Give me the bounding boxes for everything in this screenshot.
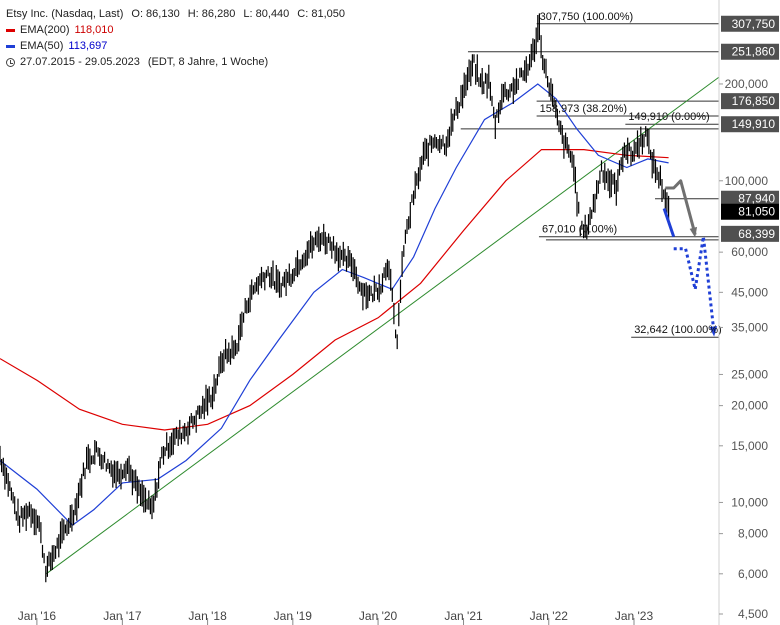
y-tick-label: 100,000 [725, 174, 769, 188]
y-tick-label: 35,000 [731, 320, 768, 334]
price-bars [0, 13, 670, 583]
ema200-line [0, 149, 669, 431]
y-tick-label: 15,000 [731, 439, 768, 453]
price-label-text: 176,850 [732, 94, 776, 108]
close-value: C: 81,050 [297, 8, 345, 20]
ema200-swatch [6, 28, 15, 32]
x-tick-label: Jan '21 [444, 609, 483, 623]
price-label-box [721, 203, 779, 220]
projection-path [673, 235, 716, 334]
price-label-box [721, 225, 779, 242]
projection-path [662, 208, 676, 238]
ema50-value: 113,697 [68, 40, 108, 52]
y-tick-label: 6,000 [738, 567, 768, 581]
projection-path [665, 179, 697, 236]
y-tick-label: 45,000 [731, 285, 768, 299]
legend-title-row: Etsy Inc. (Nasdaq, Last) O: 86,130 H: 86… [6, 6, 345, 22]
open-value: O: 86,130 [131, 8, 180, 20]
projection-arrowhead [709, 326, 718, 337]
x-tick-label: Jan '19 [274, 609, 313, 623]
x-tick-label: Jan '16 [18, 609, 57, 623]
level-labels: 307,750 (100.00%) 158,973 (38.20%)149,910… [540, 11, 722, 336]
ema200-label: EMA(200) [20, 24, 70, 36]
y-tick-label: 200,000 [725, 77, 769, 91]
price-label-box [721, 190, 779, 207]
price-label-box [721, 116, 779, 133]
legend-ema50[interactable]: EMA(50) 113,697 [6, 38, 345, 54]
price-bar-set [0, 13, 670, 583]
x-tick-label: Jan '23 [615, 609, 654, 623]
y-tick-label: 20,000 [731, 399, 768, 413]
trendline [45, 76, 720, 575]
price-label-text: 68,399 [738, 227, 775, 241]
instrument-title: Etsy Inc. (Nasdaq, Last) [6, 8, 124, 20]
x-tick-label: Jan '22 [530, 609, 569, 623]
ema50-swatch [6, 44, 15, 48]
x-axis[interactable]: Jan '16 Jan '17 Jan '18 Jan '19 Jan '20 Jan '… [18, 609, 654, 625]
price-label-box [721, 43, 779, 60]
price-label-text: 81,050 [738, 205, 775, 219]
price-label-box [721, 93, 779, 110]
y-axis[interactable]: 200,000 100,000 60,000 45,000 35,000 25,000 20… [718, 0, 769, 625]
period-info: (EDT, 8 Jahre, 1 Woche) [147, 56, 269, 68]
y-tick-label: 4,500 [738, 607, 768, 621]
price-label-box [721, 15, 779, 32]
y-tick-label: 10,000 [731, 495, 768, 509]
chart-legend: Etsy Inc. (Nasdaq, Last) O: 86,130 H: 86… [6, 6, 345, 70]
level-label: 158,973 (38.20%) [540, 103, 627, 115]
price-label-text: 87,940 [738, 192, 775, 206]
level-label: 307,750 (100.00%) [540, 11, 634, 23]
low-value: L: 80,440 [243, 8, 290, 20]
clock-icon [6, 57, 15, 67]
x-tick-label: Jan '17 [103, 609, 142, 623]
x-tick-label: Jan '20 [359, 609, 398, 623]
level-label: 67,010 (0.00%) [542, 224, 617, 236]
level-label: 149,910 (0.00%) [628, 111, 709, 123]
support-trendline [45, 76, 720, 575]
ema50-polyline [0, 83, 669, 526]
price-label-text: 149,910 [732, 117, 776, 131]
x-tick-label: Jan '18 [188, 609, 227, 623]
high-value: H: 86,280 [187, 8, 236, 20]
ema200-value: 118,010 [74, 24, 114, 36]
legend-ema200[interactable]: EMA(200) 118,010 [6, 22, 345, 38]
level-label: 32,642 (100.00%) [634, 324, 721, 336]
y-tick-label: 8,000 [738, 527, 768, 541]
projection-paths [662, 179, 718, 337]
y-tick-label: 25,000 [731, 367, 768, 381]
projection-arrowhead [689, 226, 698, 238]
y-tick-label: 60,000 [731, 245, 768, 259]
ema200-polyline [0, 149, 669, 431]
date-range: 27.07.2015 - 29.05.2023 [20, 56, 140, 68]
legend-range-row: 27.07.2015 - 29.05.2023 (EDT, 8 Jahre, 1… [6, 54, 345, 70]
price-label-text: 307,750 [732, 17, 776, 31]
ema50-line [0, 83, 669, 526]
ema50-label: EMA(50) [20, 40, 64, 52]
level-lines [460, 23, 719, 338]
price-label-text: 251,860 [732, 45, 776, 59]
price-labels: 307,750 251,860 176,850 149,910 87,94081,050… [721, 15, 779, 242]
